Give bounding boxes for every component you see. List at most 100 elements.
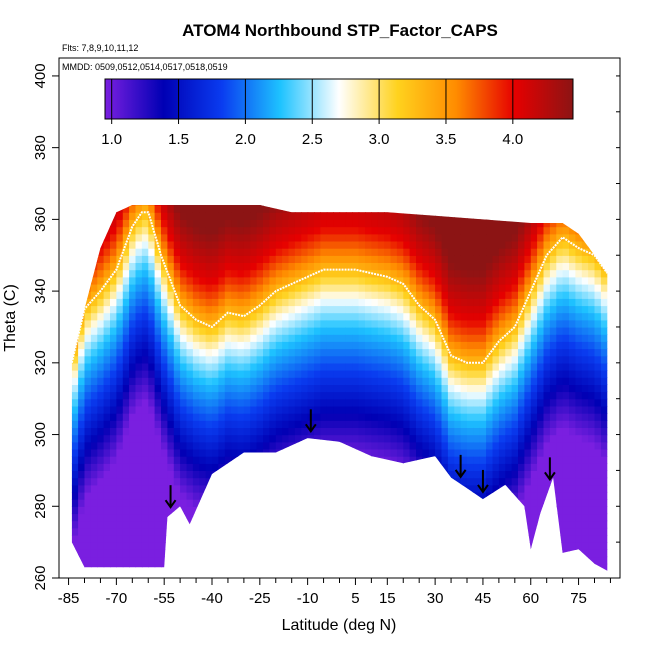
field-cell <box>518 405 525 414</box>
field-cell <box>243 384 251 393</box>
field-cell <box>409 240 417 249</box>
field-cell <box>588 334 596 342</box>
field-cell <box>110 341 117 350</box>
field-cell <box>218 456 226 464</box>
field-cell <box>352 377 360 385</box>
field-cell <box>294 448 302 457</box>
field-cell <box>314 248 321 256</box>
field-cell <box>116 248 124 256</box>
field-cell <box>390 348 398 357</box>
field-cell <box>371 484 379 493</box>
field-cell <box>231 233 239 242</box>
field-cell <box>180 542 188 550</box>
field-cell <box>511 212 519 220</box>
field-cell <box>416 305 423 314</box>
field-cell <box>562 563 570 571</box>
field-cell <box>377 334 385 342</box>
field-cell <box>180 427 188 436</box>
field-cell <box>428 226 436 235</box>
field-cell <box>116 420 124 428</box>
field-cell <box>454 262 462 271</box>
field-cell <box>524 434 532 443</box>
field-cell <box>72 191 79 199</box>
field-cell <box>422 283 430 292</box>
field-cell <box>199 205 207 213</box>
field-cell <box>231 312 239 321</box>
field-cell <box>359 191 366 199</box>
field-cell <box>301 391 309 400</box>
field-cell <box>543 370 551 378</box>
field-cell <box>339 226 347 235</box>
field-cell <box>543 327 551 335</box>
field-cell <box>288 391 296 400</box>
field-cell <box>460 219 468 228</box>
field-cell <box>275 298 283 307</box>
field-cell <box>530 420 538 428</box>
field-cell <box>154 556 162 565</box>
field-cell <box>358 276 366 285</box>
field-cell <box>371 327 379 335</box>
field-cell <box>288 398 296 407</box>
field-cell <box>447 513 455 522</box>
field-cell <box>161 370 168 378</box>
field-cell <box>333 334 341 342</box>
field-cell <box>320 463 328 471</box>
field-cell <box>116 405 124 414</box>
field-cell <box>326 405 334 414</box>
field-cell <box>377 484 385 493</box>
field-cell <box>237 248 245 256</box>
field-cell <box>511 448 519 457</box>
field-cell <box>90 205 98 206</box>
field-cell <box>358 226 366 235</box>
field-cell <box>441 219 449 228</box>
field-cell <box>371 248 379 256</box>
field-cell <box>454 248 462 256</box>
field-cell <box>320 506 328 515</box>
field-cell <box>141 305 149 314</box>
field-cell <box>365 334 372 342</box>
field-cell <box>84 520 92 529</box>
field-cell <box>212 398 219 407</box>
field-cell <box>205 484 213 493</box>
field-cell <box>460 240 468 249</box>
field-cell <box>447 341 455 350</box>
field-cell <box>116 434 124 443</box>
field-cell <box>148 355 156 364</box>
field-cell <box>148 362 156 371</box>
field-cell <box>530 362 538 371</box>
field-cell <box>333 499 341 507</box>
field-cell <box>237 233 245 242</box>
field-cell <box>205 513 213 522</box>
field-cell <box>492 212 500 220</box>
field-cell <box>511 219 519 228</box>
field-cell <box>345 205 353 206</box>
field-cell <box>167 456 175 464</box>
field-cell <box>326 262 334 271</box>
field-cell <box>186 413 194 421</box>
field-cell <box>320 527 328 536</box>
field-cell <box>205 441 213 450</box>
field-cell <box>218 362 226 371</box>
field-cell <box>103 348 111 357</box>
field-cell <box>498 240 506 249</box>
field-cell <box>141 391 149 400</box>
field-cell <box>588 542 596 550</box>
flight-arrow <box>544 457 556 482</box>
field-cell <box>498 276 506 285</box>
field-cell <box>409 405 417 414</box>
field-cell <box>326 556 334 565</box>
field-cell <box>537 527 545 536</box>
field-cell <box>103 355 111 364</box>
field-cell <box>314 341 321 350</box>
field-cell <box>307 219 315 228</box>
field-cell <box>569 240 576 249</box>
field-cell <box>537 535 545 543</box>
field-cell <box>84 470 92 479</box>
field-cell <box>231 563 239 571</box>
field-cell <box>71 384 79 393</box>
field-cell <box>377 542 385 550</box>
field-cell <box>371 283 379 292</box>
field-cell <box>275 563 283 571</box>
field-cell <box>454 484 462 493</box>
field-cell <box>556 513 564 522</box>
